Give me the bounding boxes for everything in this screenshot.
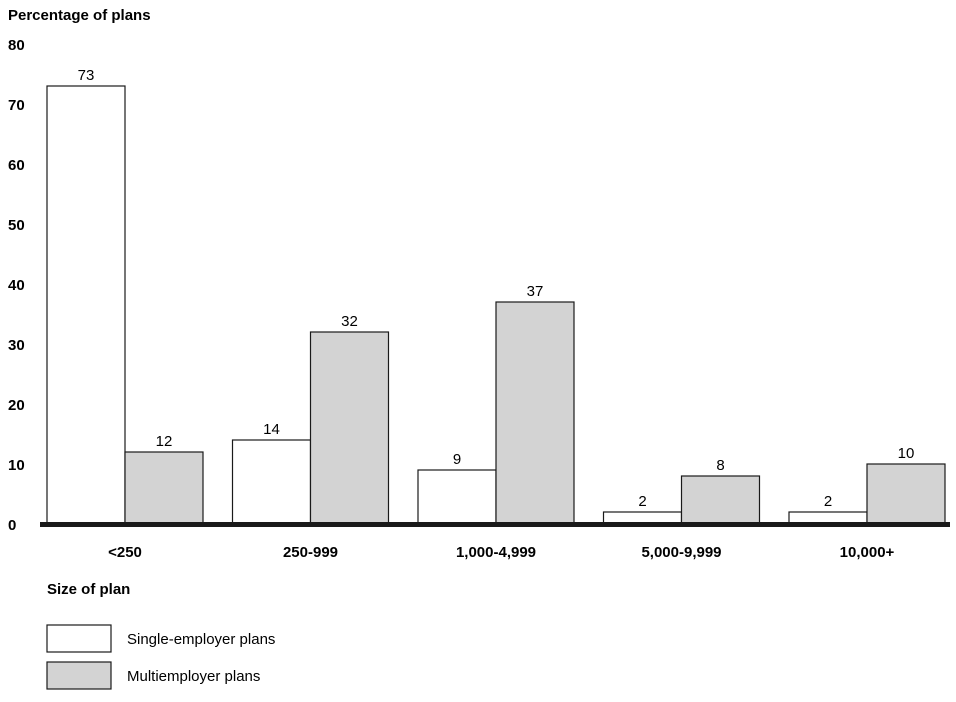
data-labels: 73 12 14 32 9 37 2 8 2 10: [78, 67, 915, 510]
x-axis-ticks: <250 250-999 1,000-4,999 5,000-9,999 10,000+: [108, 544, 894, 561]
bars: [46, 85, 946, 525]
y-tick-label: 20: [8, 397, 25, 414]
bar-single-employer: [417, 469, 497, 525]
data-label: 37: [527, 283, 544, 300]
y-tick-label: 30: [8, 337, 25, 354]
legend-label-single-employer: Single-employer plans: [127, 631, 275, 648]
y-tick-label: 10: [8, 457, 25, 474]
legend-label-multiemployer: Multiemployer plans: [127, 668, 260, 685]
data-label: 32: [341, 313, 358, 330]
y-tick-label: 70: [8, 97, 25, 114]
bar-multiemployer: [309, 331, 390, 525]
data-label: 2: [824, 493, 832, 510]
data-label: 2: [638, 493, 646, 510]
bar-multiemployer: [680, 475, 761, 525]
y-tick-label: 60: [8, 157, 25, 174]
x-tick-label: 250-999: [283, 544, 338, 561]
y-axis-title: Percentage of plans: [8, 7, 151, 24]
data-label: 8: [716, 457, 724, 474]
legend: Single-employer plans Multiemployer plans: [46, 624, 275, 690]
x-tick-label: 1,000-4,999: [456, 544, 536, 561]
bar-multiemployer: [495, 301, 575, 525]
bar-multiemployer: [124, 451, 204, 525]
bar-multiemployer: [866, 463, 946, 525]
x-tick-label: 5,000-9,999: [641, 544, 721, 561]
bar-single-employer: [231, 439, 312, 525]
bar-single-employer: [46, 85, 126, 525]
y-tick-label: 50: [8, 217, 25, 234]
data-label: 9: [453, 451, 461, 468]
y-tick-label: 40: [8, 277, 25, 294]
data-label: 12: [156, 433, 173, 450]
y-axis-ticks: 0 10 20 30 40 50 60 70 80: [8, 37, 25, 534]
data-label: 73: [78, 67, 95, 84]
x-axis-title: Size of plan: [47, 581, 130, 598]
legend-swatch-multiemployer: [46, 661, 112, 690]
y-tick-label: 80: [8, 37, 25, 54]
data-label: 14: [263, 421, 280, 438]
x-tick-label: 10,000+: [840, 544, 895, 561]
y-tick-label: 0: [8, 517, 16, 534]
x-axis-baseline: [40, 522, 950, 527]
x-tick-label: <250: [108, 544, 142, 561]
legend-swatch-single-employer: [46, 624, 112, 653]
data-label: 10: [898, 445, 915, 462]
